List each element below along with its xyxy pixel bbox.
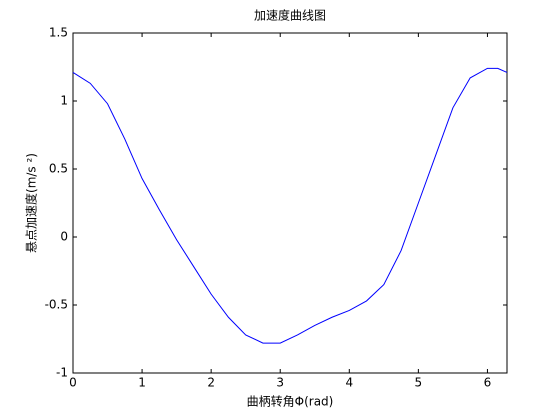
x-tick-label: 4: [345, 376, 353, 390]
y-tick-label: 0: [60, 230, 68, 244]
y-tick-label: -0.5: [45, 298, 68, 312]
y-tick-label: -1: [56, 366, 68, 380]
chart-title: 加速度曲线图: [254, 8, 326, 23]
y-tick-label: 1: [60, 94, 68, 108]
x-tick-label: 3: [276, 376, 284, 390]
data-line: [72, 67, 508, 344]
x-tick-label: 1: [138, 376, 146, 390]
x-tick-label: 6: [484, 376, 492, 390]
y-tick-label: 0.5: [49, 162, 68, 176]
plot-area: [72, 32, 508, 374]
x-tick-label: 5: [415, 376, 423, 390]
x-tick-label: 0: [69, 376, 77, 390]
y-tick-label: 1.5: [49, 26, 68, 40]
y-axis-label: 悬点加速度(m/s ²): [24, 153, 39, 253]
x-axis-label: 曲柄转角Φ(rad): [247, 394, 334, 409]
x-tick-label: 2: [207, 376, 215, 390]
